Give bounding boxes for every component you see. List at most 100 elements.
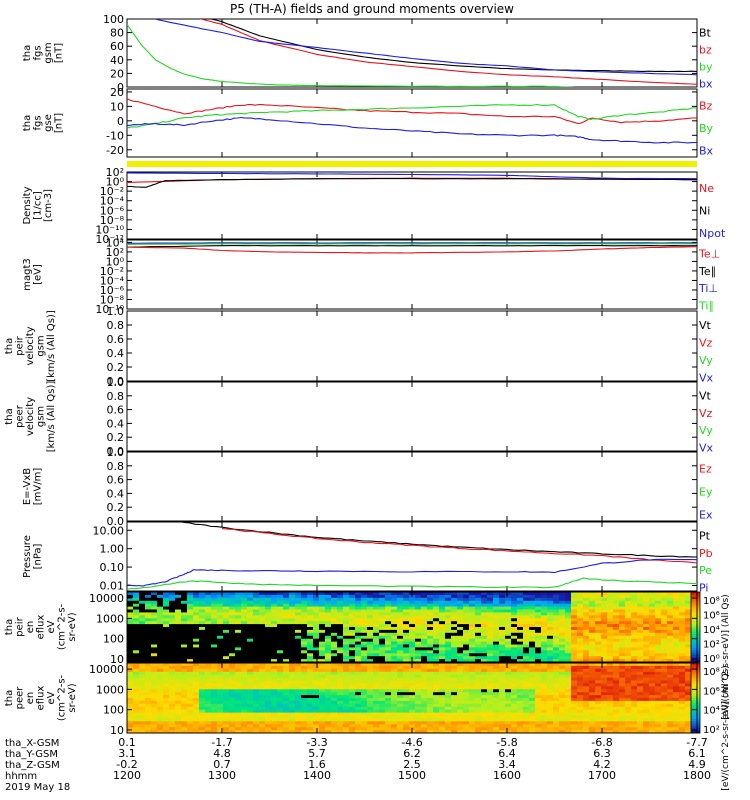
spectrogram-cell [361,629,368,634]
spectrogram-cell [685,656,692,660]
spectrogram-cell [619,627,626,631]
spectrogram-cell [403,712,410,717]
spectrogram-cell [163,600,170,605]
spectrogram-cell [463,663,470,667]
spectrogram-cell [337,677,344,682]
spectrogram-cell [409,653,416,657]
spectrogram-cell [193,703,200,708]
spectrogram-cell [265,700,272,705]
spectrogram-cell [535,644,542,648]
spectrogram-cell [505,700,512,705]
spectrogram-cell [511,721,518,725]
spectrogram-cell [217,638,224,643]
spectrogram-cell [607,665,614,670]
spectrogram-cell [139,698,146,702]
spectrogram-cell [319,609,326,613]
spectrogram-cell [223,689,230,693]
spectrogram-cell [571,700,578,705]
spectrogram-cell [373,674,380,679]
spectrogram-cell [301,638,308,643]
spectrogram-cell [655,644,662,648]
spectrogram-cell [433,671,440,676]
spectrogram-cell [451,641,458,646]
spectrogram-cell [529,665,536,670]
spectrogram-cell [649,663,656,667]
spectrogram-cell [157,680,164,684]
spectrogram-cell [379,680,386,684]
spectrogram-cell [277,615,284,619]
spectrogram-cell [337,668,344,673]
spectrogram-cell [199,641,206,646]
spectrogram-cell [265,615,272,619]
spectrogram-cell [223,692,230,696]
spectrogram-cell [337,609,344,613]
spectrogram-cell [259,606,266,611]
spectrogram-cell [595,647,602,651]
legend-entry: bz [699,44,712,57]
spectrogram-cell [547,629,554,634]
spectrogram-cell [343,600,350,605]
y-label-group: tha fgs gsm [nT] [22,42,65,63]
spectrogram-cell [133,635,140,640]
spectrogram-cell [163,698,170,702]
spectrogram-cell [139,709,146,714]
spectrogram-cell [523,632,530,637]
spectrogram-cell [133,597,140,602]
spectrogram-cell [313,718,320,722]
spectrogram-cell [595,665,602,670]
spectrogram-cell [301,609,308,613]
spectrogram-cell [547,638,554,643]
spectrogram-cell [205,692,212,696]
spectrogram-cell [493,663,500,667]
spectrogram-cell [349,692,356,696]
spectrogram-cell [409,638,416,643]
spectrogram-cell [613,600,620,605]
spectrogram-cell [139,600,146,605]
spectrogram-cell [193,615,200,619]
spectrogram-cell [589,618,596,622]
spectrogram-cell [277,647,284,651]
spectrogram-cell [415,618,422,622]
spectrogram-cell [337,638,344,643]
spectrogram-cell [673,635,680,640]
spectrogram-cell [547,644,554,648]
spectrogram-cell [559,698,566,702]
spectrogram-cell [349,650,356,654]
spectrogram-cell [307,597,314,602]
spectrogram-cell [481,715,488,719]
spectrogram-cell [439,721,446,725]
spectrogram-cell [523,647,530,651]
spectrogram-cell [205,695,212,699]
spectrogram-cell [169,695,176,699]
spectrogram-cell [367,718,374,722]
spectrogram-cell [289,618,296,622]
spectrogram-cell [295,603,302,608]
spectrogram-cell [157,706,164,711]
spectrogram-cell [595,659,602,662]
y-axis-label: magt3 [22,258,33,291]
spectrogram-cell [427,659,434,662]
spectrogram-cell [649,692,656,696]
spectrogram-cell [379,624,386,628]
spectrogram-cell [619,663,626,667]
spectrogram-cell [205,641,212,646]
spectrogram-cell [613,695,620,699]
spectrogram-cell [331,689,338,693]
spectrogram-cell [619,629,626,634]
spectrogram-cell [397,677,404,682]
spectrogram-cell [559,692,566,696]
spectrogram-cell [541,594,548,599]
spectrogram-cell [253,612,260,616]
spectrogram-cell [595,635,602,640]
spectrogram-cell [205,668,212,673]
spectrogram-cell [211,638,218,643]
spectrogram-cell [235,724,242,728]
spectrogram-cell [163,606,170,611]
spectrogram-cell [229,671,236,676]
spectrogram-cell [661,644,668,648]
spectrogram-cell [673,656,680,660]
spectrogram-cell [541,703,548,708]
spectrogram-cell [175,638,182,643]
spectrogram-cell [577,606,584,611]
spectrogram-cell [145,615,152,619]
